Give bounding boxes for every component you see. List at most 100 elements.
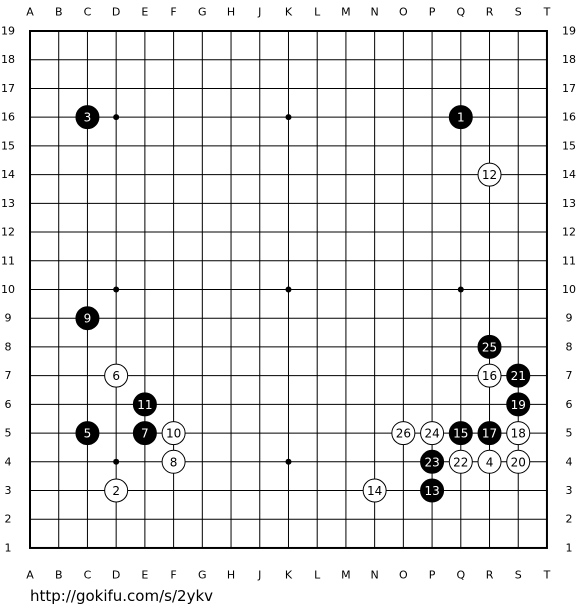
row-label: 1 — [566, 541, 573, 554]
white-stone — [506, 449, 531, 474]
column-label: T — [543, 569, 551, 582]
row-label: 12 — [562, 226, 576, 239]
row-label: 8 — [5, 340, 12, 353]
row-label: 6 — [566, 398, 573, 411]
black-stone — [477, 334, 502, 359]
move-number: 19 — [511, 398, 526, 412]
row-label: 19 — [1, 25, 15, 38]
column-label: J — [257, 6, 261, 19]
move-number: 14 — [367, 484, 382, 498]
column-label: J — [257, 569, 261, 582]
black-stone — [75, 105, 100, 130]
move-number: 20 — [511, 455, 526, 469]
black-stone — [132, 392, 157, 417]
column-label: O — [399, 6, 408, 19]
column-label: K — [285, 569, 293, 582]
move-number: 23 — [424, 455, 439, 469]
star-point — [113, 286, 120, 293]
column-label: L — [314, 569, 321, 582]
column-label: S — [515, 6, 522, 19]
source-url: http://gokifu.com/s/2ykv — [30, 587, 213, 605]
black-stone — [477, 421, 502, 446]
move-number: 22 — [453, 455, 468, 469]
white-stone — [506, 421, 531, 446]
row-label: 6 — [5, 398, 12, 411]
column-label: C — [84, 569, 92, 582]
black-stone — [420, 478, 445, 503]
column-label: K — [285, 6, 293, 19]
star-point — [113, 458, 120, 465]
white-stone — [391, 421, 416, 446]
column-label: A — [26, 6, 34, 19]
column-label: F — [170, 6, 176, 19]
coordinates: AABBCCDDEEFFGGHHJJKKLLMMNNOOPPQQRRSSTT19… — [1, 6, 576, 582]
row-label: 17 — [1, 82, 15, 95]
white-stone — [477, 449, 502, 474]
move-number: 6 — [112, 369, 120, 383]
column-label: M — [341, 6, 351, 19]
row-label: 5 — [5, 427, 12, 440]
row-label: 16 — [562, 111, 576, 124]
white-stone — [477, 363, 502, 388]
column-label: H — [227, 569, 235, 582]
column-label: O — [399, 569, 408, 582]
column-label: N — [371, 6, 379, 19]
row-label: 10 — [1, 283, 15, 296]
row-label: 7 — [5, 369, 12, 382]
column-label: E — [141, 6, 148, 19]
move-number: 26 — [396, 427, 411, 441]
star-point — [113, 114, 120, 121]
row-label: 12 — [1, 226, 15, 239]
move-number: 13 — [424, 484, 439, 498]
row-label: 3 — [566, 484, 573, 497]
column-label: H — [227, 6, 235, 19]
move-number: 17 — [482, 427, 497, 441]
column-label: B — [55, 569, 63, 582]
column-label: S — [515, 569, 522, 582]
move-number: 25 — [482, 340, 497, 354]
row-label: 8 — [566, 340, 573, 353]
star-point — [285, 458, 292, 465]
move-number: 18 — [511, 427, 526, 441]
black-stone — [448, 421, 473, 446]
row-label: 10 — [562, 283, 576, 296]
move-number: 10 — [166, 427, 181, 441]
column-label: F — [170, 569, 176, 582]
row-label: 4 — [5, 455, 12, 468]
move-number: 8 — [170, 455, 178, 469]
move-number: 7 — [141, 427, 149, 441]
move-number: 4 — [486, 455, 494, 469]
row-label: 19 — [562, 25, 576, 38]
move-number: 9 — [84, 312, 92, 326]
star-point — [285, 286, 292, 293]
move-number: 11 — [137, 398, 152, 412]
row-label: 4 — [566, 455, 573, 468]
row-label: 11 — [1, 254, 15, 267]
row-label: 9 — [566, 312, 573, 325]
move-number: 16 — [482, 369, 497, 383]
column-label: C — [84, 6, 92, 19]
white-stone — [104, 478, 129, 503]
row-label: 5 — [566, 427, 573, 440]
move-number: 21 — [511, 369, 526, 383]
column-label: A — [26, 569, 34, 582]
column-label: D — [112, 569, 120, 582]
black-stone — [506, 392, 531, 417]
column-label: P — [429, 569, 436, 582]
column-label: G — [198, 569, 207, 582]
black-stone — [448, 105, 473, 130]
column-label: Q — [456, 569, 465, 582]
move-number: 3 — [84, 111, 92, 125]
row-label: 17 — [562, 82, 576, 95]
row-label: 9 — [5, 312, 12, 325]
row-label: 2 — [5, 513, 12, 526]
move-number: 12 — [482, 168, 497, 182]
black-stone — [75, 306, 100, 331]
row-label: 15 — [1, 139, 15, 152]
black-stone — [132, 421, 157, 446]
column-label: M — [341, 569, 351, 582]
black-stone — [506, 363, 531, 388]
